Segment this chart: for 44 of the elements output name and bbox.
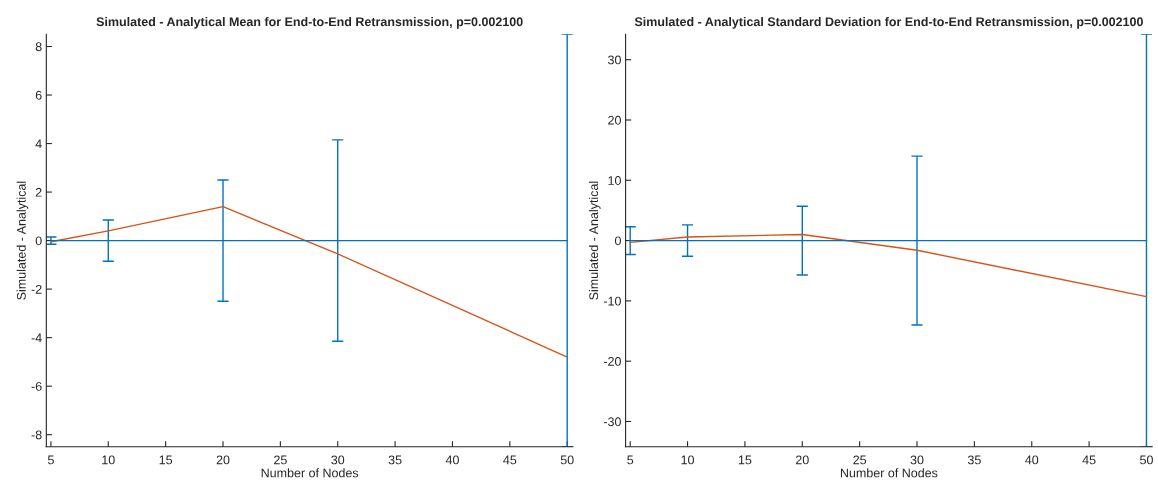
- y-tick-label: 8: [35, 42, 42, 52]
- y-tick-label: 2: [35, 187, 42, 197]
- x-tick-label: 35: [967, 455, 981, 465]
- x-tick-label: 25: [274, 455, 287, 465]
- line-series: [50, 205, 568, 358]
- x-tick-label: 25: [853, 455, 867, 465]
- x-tick-label: 10: [681, 455, 695, 465]
- y-tick-label: -6: [31, 381, 42, 391]
- y-tick-label: 20: [608, 115, 621, 125]
- x-tick-label: 15: [738, 455, 752, 465]
- y-tick-label: -8: [31, 430, 42, 440]
- chart-title: Simulated - Analytical Mean for End-to-End Retransmission, p=0.002100: [96, 16, 523, 29]
- chart-title: Simulated - Analytical Standard Deviation for End-to-End Retransmission, p=0.002100: [634, 16, 1143, 29]
- x-tick-label: 30: [910, 455, 924, 465]
- y-tick-label: 10: [608, 176, 621, 185]
- line-series: [629, 233, 1148, 298]
- x-tick-label: 20: [216, 455, 230, 465]
- x-tick-label: 50: [560, 455, 574, 465]
- x-tick-label: 35: [388, 455, 402, 465]
- y-tick-label: -20: [603, 356, 621, 366]
- x-axis-title: Number of Nodes: [261, 468, 359, 478]
- x-tick-label: 45: [503, 455, 517, 465]
- y-tick-label: 0: [35, 236, 42, 246]
- y-tick-label: 4: [35, 139, 42, 149]
- x-tick-label: 45: [1082, 455, 1096, 465]
- x-tick-label: 5: [627, 455, 634, 465]
- y-tick-label: 30: [608, 55, 621, 65]
- y-tick-label: -4: [31, 333, 42, 343]
- x-tick-label: 10: [102, 455, 115, 465]
- x-axis-title: Number of Nodes: [840, 468, 938, 478]
- x-tick-label: 5: [47, 455, 54, 465]
- y-tick-label: -30: [603, 417, 621, 427]
- y-axis-title: Simulated - Analytical: [16, 181, 29, 300]
- y-tick-label: -10: [603, 296, 621, 306]
- y-tick-label: 6: [35, 90, 42, 100]
- x-tick-label: 40: [445, 455, 459, 465]
- x-tick-label: 40: [1025, 455, 1039, 465]
- y-tick-label: -2: [31, 284, 42, 294]
- x-tick-label: 50: [1140, 455, 1153, 465]
- x-tick-label: 15: [159, 455, 173, 465]
- y-axis-title: Simulated - Analytical: [588, 181, 601, 300]
- y-tick-label: 0: [614, 236, 621, 246]
- x-tick-label: 20: [795, 455, 809, 465]
- x-tick-label: 30: [331, 455, 345, 465]
